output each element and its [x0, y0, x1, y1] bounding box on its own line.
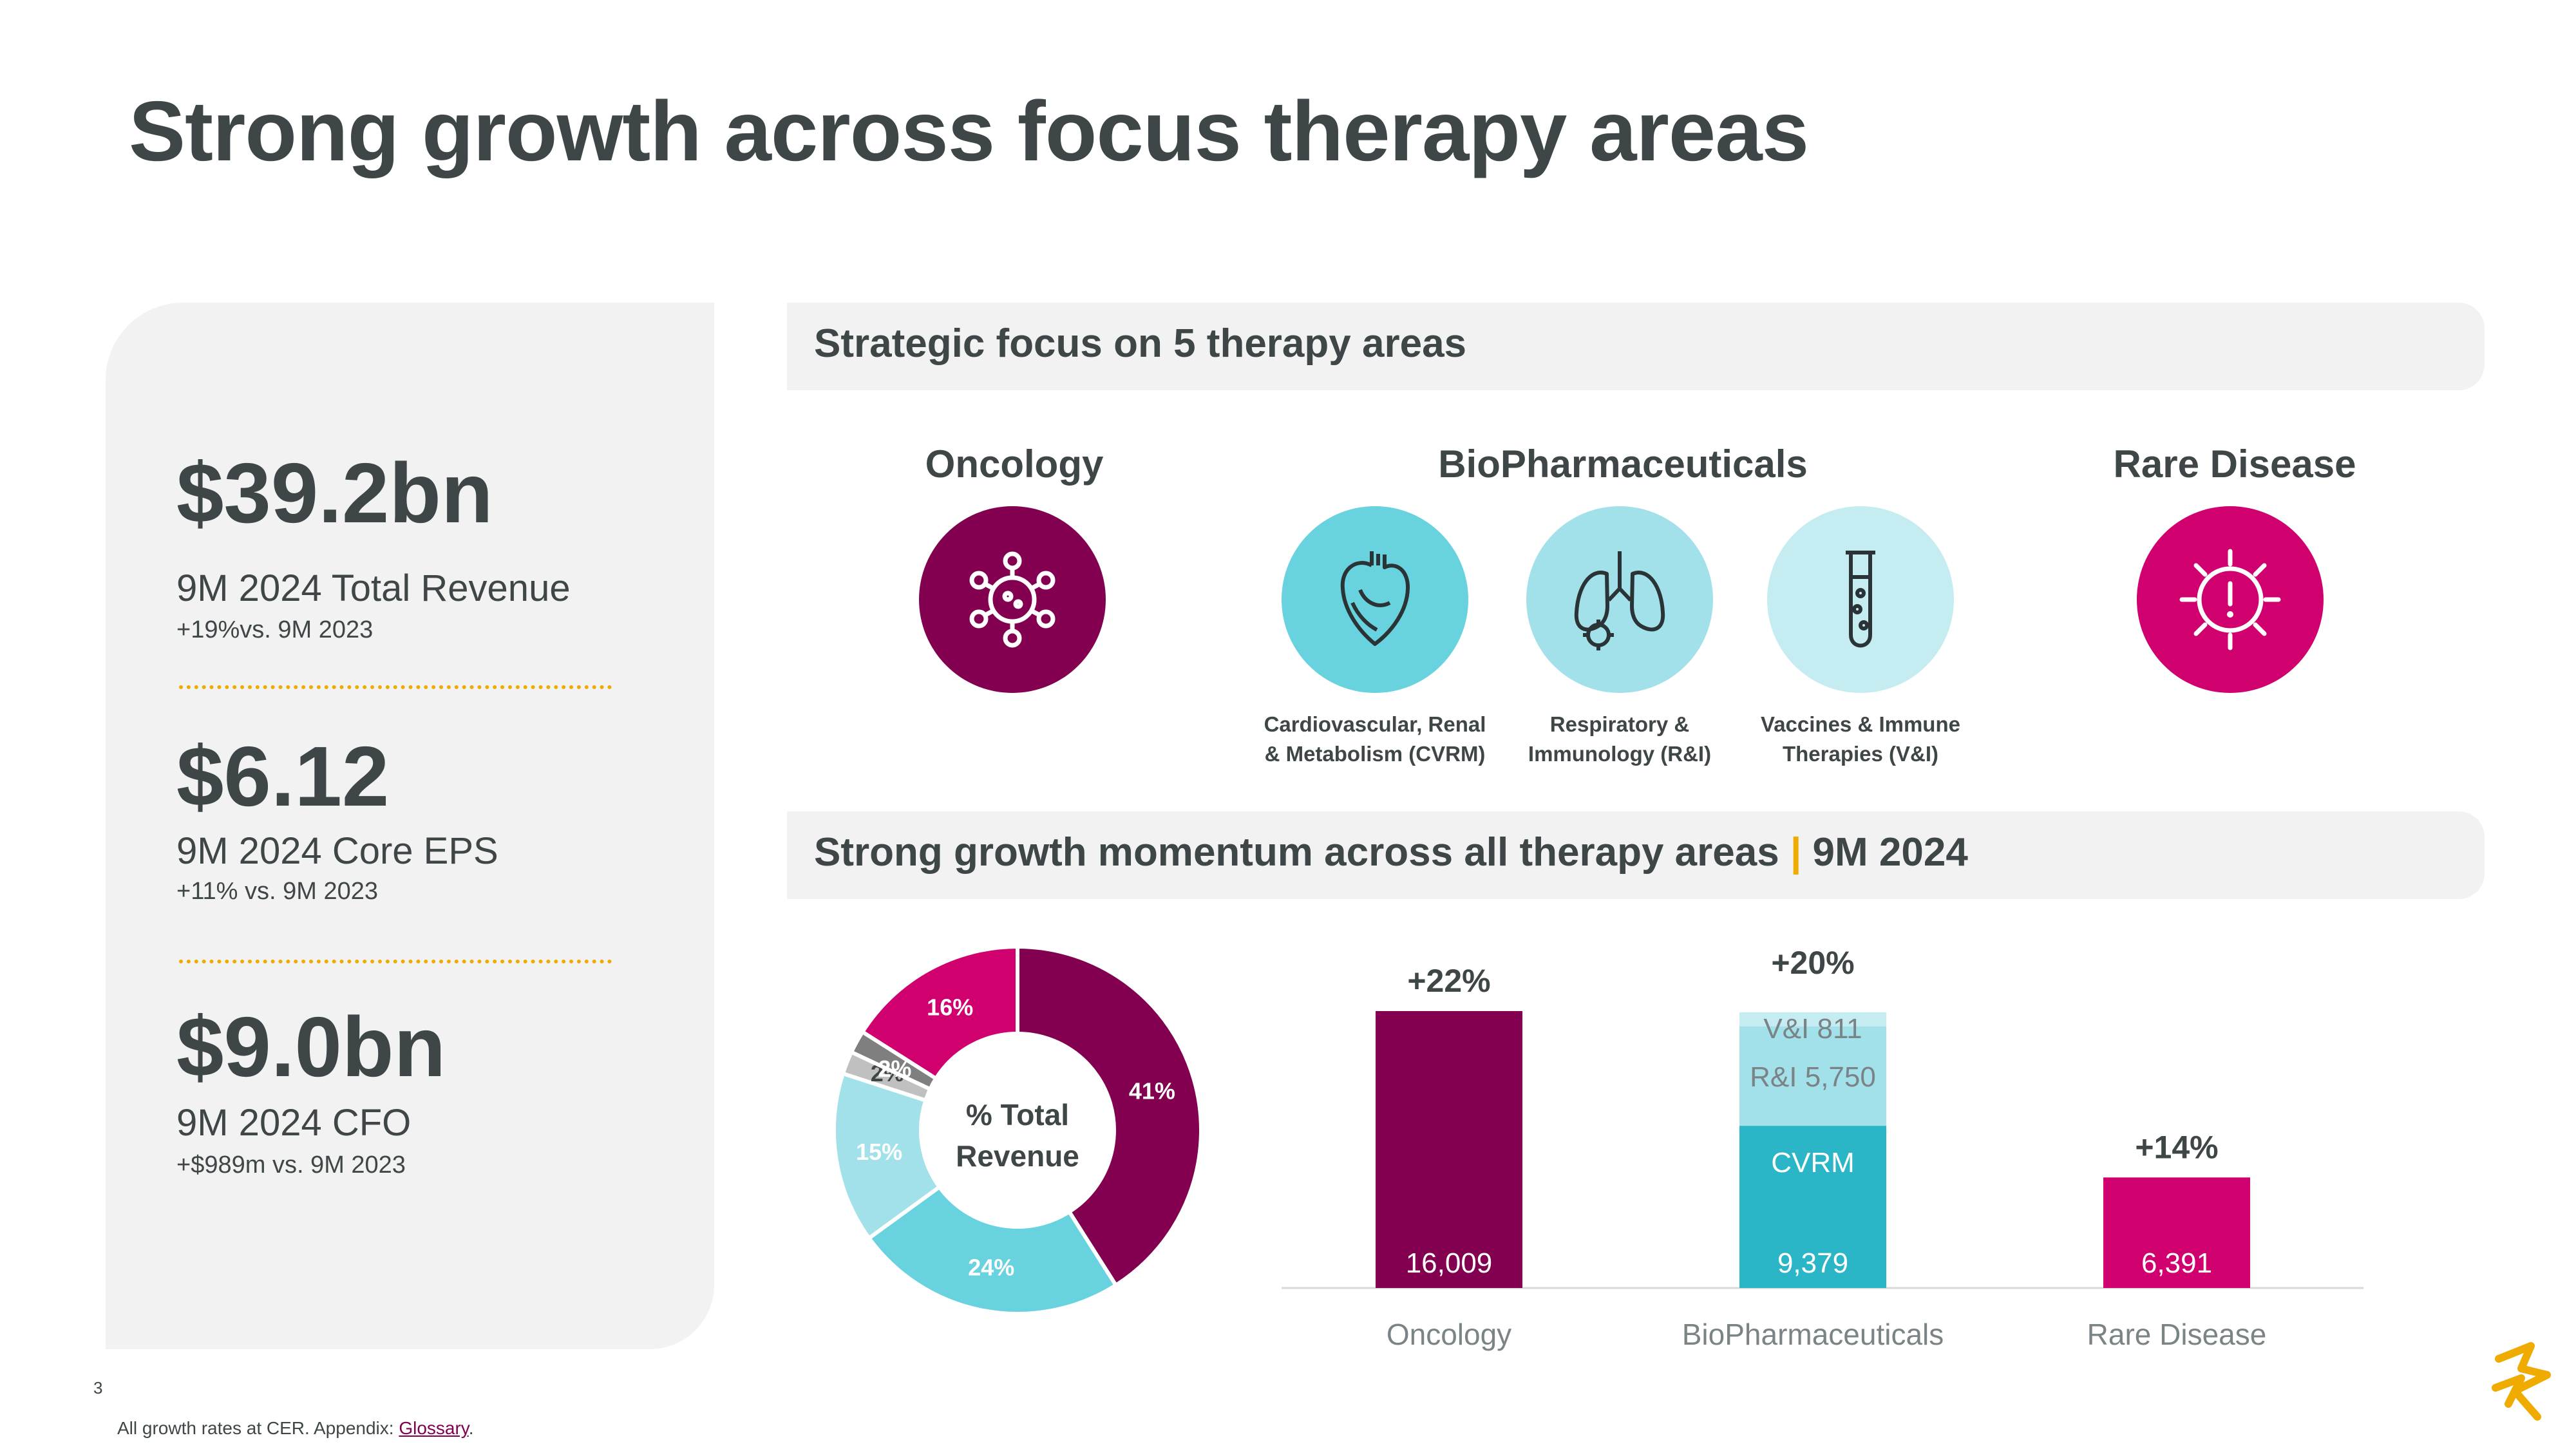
caption-cvrm: Cardiovascular, Renal & Metabolism (CVRM… [1240, 710, 1510, 769]
total-revenue-value: $39.2bn [176, 446, 493, 540]
donut-slice-label: 41% [1129, 1077, 1175, 1104]
sun-alert-icon [2179, 549, 2281, 650]
bar-series-name: CVRM [1771, 1147, 1855, 1179]
total-revenue-label: 9M 2024 Total Revenue [176, 567, 571, 609]
lungs-icon [1574, 551, 1665, 650]
heading-oncology: Oncology [925, 442, 1104, 486]
bar-value-label: 16,009 [1406, 1247, 1493, 1279]
section-title-text: Strong growth momentum across all therap… [814, 830, 1779, 875]
heart-icon [1340, 551, 1410, 646]
footnote-end: . [468, 1418, 474, 1438]
page-number: 3 [93, 1378, 103, 1397]
section-title: Strategic focus on 5 therapy areas [814, 321, 1467, 366]
category-label: BioPharmaceuticals [1682, 1318, 1944, 1351]
caption-line: Immunology (R&I) [1528, 742, 1712, 766]
bar-segment [1739, 1012, 1886, 1027]
vi-circle [1767, 506, 1954, 693]
growth-label: +14% [2135, 1129, 2218, 1165]
bar-segment [1739, 1026, 1886, 1126]
category-label: Rare Disease [2087, 1318, 2267, 1351]
therapy-area-revenue-bar-chart: 16,009 6,391 CVRM 9,379 R&I 5,750 V&I 811 +22%… [1282, 945, 2363, 1351]
heading-biopharmaceuticals: BioPharmaceuticals [1438, 442, 1808, 486]
section-header-strategic-focus: Strategic focus on 5 therapy areas [787, 303, 2485, 390]
cfo-growth: +$989m vs. 9M 2023 [176, 1151, 406, 1179]
section-title: Strong growth momentum across all therap… [814, 829, 1968, 875]
total-revenue-growth: +19%vs. 9M 2023 [176, 616, 374, 643]
donut-slice-label: 16% [927, 994, 973, 1020]
core-eps-value: $6.12 [176, 729, 390, 824]
cfo-label: 9M 2024 CFO [176, 1102, 412, 1144]
test-tube-icon [1846, 551, 1875, 648]
caption-vi: Vaccines & Immune Therapies (V&I) [1725, 710, 1996, 769]
growth-label: +22% [1407, 963, 1490, 999]
ri-circle [1526, 506, 1713, 693]
glossary-link[interactable]: Glossary [399, 1418, 469, 1438]
caption-line: Therapies (V&I) [1782, 742, 1939, 766]
footnote-text: All growth rates at CER. Appendix: [117, 1418, 399, 1438]
cvrm-circle [1282, 506, 1468, 693]
donut-slice [832, 1071, 942, 1241]
caption-line: Vaccines & Immune [1761, 712, 1960, 736]
donut-center-title: % Total [966, 1098, 1069, 1132]
section-period: 9M 2024 [1812, 830, 1968, 875]
bar-value-label: V&I 811 [1763, 1013, 1862, 1045]
page-title: Strong growth across focus therapy areas [129, 84, 1809, 178]
caption-line: & Metabolism (CVRM) [1264, 742, 1486, 766]
section-header-growth-momentum: Strong growth momentum across all therap… [787, 811, 2485, 899]
caption-line: Respiratory & [1549, 712, 1690, 736]
kpi-panel: $39.2bn 9M 2024 Total Revenue +19%vs. 9M… [106, 303, 714, 1349]
virus-cell-icon [969, 551, 1056, 648]
rare-disease-circle [2137, 506, 2324, 693]
donut-center-title: Revenue [956, 1139, 1079, 1173]
oncology-circle [919, 506, 1106, 693]
footnote: All growth rates at CER. Appendix: Gloss… [117, 1418, 474, 1439]
bar-segment [2103, 1177, 2250, 1288]
donut-slice-label: 24% [968, 1255, 1014, 1281]
donut-slice [866, 1184, 1119, 1316]
kpi-divider [179, 685, 612, 689]
heading-rare-disease: Rare Disease [2113, 442, 2356, 486]
core-eps-growth: +11% vs. 9M 2023 [176, 878, 378, 905]
donut-slice-label: 15% [856, 1139, 902, 1165]
donut-slice [860, 944, 1019, 1081]
section-separator: | [1790, 830, 1802, 875]
kpi-divider [179, 960, 612, 963]
company-logo [2492, 1342, 2551, 1421]
donut-slice [1016, 944, 1203, 1288]
bar-segment [1376, 1011, 1522, 1288]
caption-line: Cardiovascular, Renal [1264, 712, 1486, 736]
growth-label: +20% [1771, 945, 1854, 981]
caption-ri: Respiratory & Immunology (R&I) [1484, 710, 1755, 769]
category-label: Oncology [1387, 1318, 1511, 1351]
bar-value-label: 6,391 [2141, 1247, 2212, 1279]
bar-value-label: 9,379 [1777, 1247, 1848, 1279]
bar-value-label: R&I 5,750 [1750, 1061, 1876, 1093]
bar-segment [1739, 1126, 1886, 1288]
cfo-value: $9.0bn [176, 999, 446, 1094]
core-eps-label: 9M 2024 Core EPS [176, 830, 498, 872]
